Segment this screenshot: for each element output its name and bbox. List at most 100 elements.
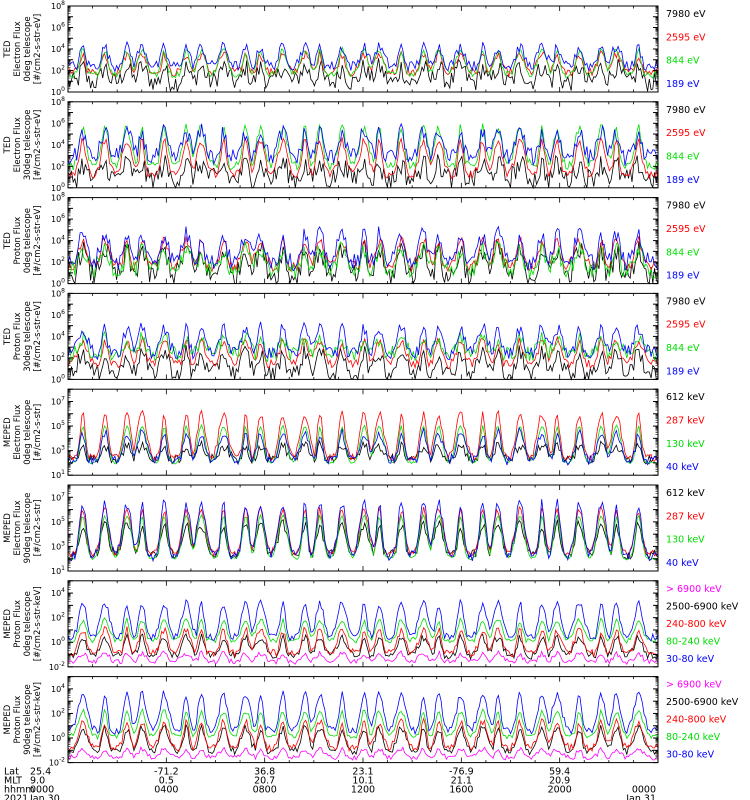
y-tick-label: 108	[51, 192, 65, 203]
y-axis-label-line: TED	[3, 136, 13, 155]
series-line-844-eV	[67, 240, 659, 280]
legend-entry: 287 keV	[666, 416, 705, 427]
x-tick-label-mlt: 0.5	[159, 776, 174, 787]
y-tick-label: 104	[51, 139, 65, 150]
y-axis-label-line: Proton Flux	[13, 600, 23, 648]
panel-2: 100 102 104 106 108 TED Electron Flux 30deg tel…	[3, 96, 706, 193]
panel-5: 101 103 105 107 MEPED Electron Flux 0deg teles…	[3, 388, 705, 480]
series-line--6900-keV	[67, 745, 659, 761]
y-tick-label: 100	[51, 373, 65, 384]
legend-entry: 2500-6900 keV	[666, 601, 739, 612]
series-line-189-eV	[67, 225, 659, 272]
y-axis-label-line: Electron Flux	[13, 405, 23, 460]
y-tick-label: 100	[51, 182, 65, 193]
series-line-80-240-keV	[67, 707, 659, 741]
x-tick-label-hhmm: 0000	[30, 785, 54, 796]
legend-entry: 240-800 keV	[666, 619, 727, 630]
x-tick-label-date: Jan 30	[29, 794, 60, 800]
x-axis-row-label: Lat	[4, 767, 19, 778]
y-axis-label-line: 90deg telescope	[23, 493, 33, 564]
x-tick-label-lat: -76.9	[449, 767, 474, 778]
y-axis-label-line: 0deg telescope	[23, 16, 33, 81]
series-line-844-eV	[67, 330, 659, 363]
legend-entry: 2595 eV	[666, 128, 706, 139]
y-axis-label-line: MEPED	[3, 417, 13, 447]
y-axis-label-line: MEPED	[3, 513, 13, 543]
y-axis-label-line: Proton Flux	[13, 696, 23, 744]
y-tick-label: 102	[51, 65, 65, 76]
x-tick-label-mlt: 10.1	[352, 776, 373, 787]
x-tick-label-date: Jan 31	[625, 794, 656, 800]
x-tick-label-lat: 59.4	[549, 767, 570, 778]
y-tick-label: 104	[51, 683, 65, 694]
y-axis-label-line: Electron Flux	[13, 21, 23, 76]
series-line-844-eV	[67, 123, 659, 172]
legend-entry: 189 eV	[666, 79, 700, 90]
y-axis-label-line: 0deg telescope	[23, 208, 33, 273]
y-tick-label: 102	[51, 612, 65, 623]
x-tick-label-mlt: 21.1	[451, 776, 472, 787]
y-axis-label-line: [#/cm2-s-str-keV]	[33, 586, 43, 661]
series-line-612-keV	[67, 439, 659, 465]
y-axis-label-line: [#/cm2-s-str-eV]	[33, 14, 43, 84]
y-axis-label-line: [#/cm2-s-str-eV]	[33, 301, 43, 371]
y-axis-label-line: [#/cm2-s-str-eV]	[33, 110, 43, 180]
y-axis-label-line: TED	[3, 40, 13, 59]
legend-entry: 130 keV	[666, 535, 705, 546]
panel-4: 100 102 104 106 108 TED Proton Flux 30deg teles…	[3, 287, 706, 384]
x-tick-label-hhmm: 2000	[548, 785, 572, 796]
legend-entry: 130 keV	[666, 439, 705, 450]
y-tick-label: 106	[51, 117, 65, 128]
y-tick-label: 103	[51, 540, 65, 551]
y-tick-label: 100	[51, 86, 65, 97]
y-axis-label-line: 0deg telescope	[23, 400, 33, 465]
legend-entry: 612 keV	[666, 488, 705, 499]
panel-6: 101 103 105 107 MEPED Electron Flux 90deg tele…	[3, 484, 705, 576]
panel-7: 10-2 100 102 104 MEPED Proton Flux 0deg telesc…	[3, 580, 739, 672]
legend-entry: 844 eV	[666, 151, 700, 162]
panel-frame	[67, 197, 659, 285]
x-tick-label-hhmm: 0000	[632, 785, 656, 796]
x-tick-label-lat: 25.4	[30, 767, 51, 778]
y-axis-label-line: [#/cm2-s-str]	[33, 500, 43, 557]
y-axis-label-line: TED	[3, 327, 13, 346]
legend-entry: 612 keV	[666, 392, 705, 403]
series-line-130-keV	[67, 513, 659, 561]
x-tick-label-hhmm: 0400	[154, 785, 178, 796]
y-tick-label: 108	[51, 0, 65, 11]
y-tick-label: 107	[51, 395, 65, 406]
series-line-2595-eV	[67, 335, 659, 370]
y-axis-label-line: 0deg telescope	[23, 591, 33, 656]
y-tick-label: 102	[51, 352, 65, 363]
y-tick-label: 102	[51, 707, 65, 718]
y-tick-label: 100	[51, 278, 65, 289]
y-axis-label-line: 90deg telescope	[23, 684, 33, 755]
panel-frame	[67, 101, 659, 189]
y-tick-label: 105	[51, 420, 65, 431]
y-tick-label: 104	[51, 43, 65, 54]
y-tick-label: 104	[51, 587, 65, 598]
y-tick-label: 103	[51, 445, 65, 456]
legend-entry: 7980 eV	[666, 201, 706, 212]
y-tick-label: 101	[51, 469, 65, 480]
series-line-287-keV	[67, 409, 659, 463]
y-tick-label: 107	[51, 491, 65, 502]
y-axis-label-line: [#/cm2-s-str-keV]	[33, 682, 43, 757]
y-axis-label-line: MEPED	[3, 608, 13, 638]
series-line-7980-eV	[67, 344, 659, 381]
series-line-844-eV	[67, 45, 659, 79]
y-axis-label-line: TED	[3, 232, 13, 251]
legend-entry: 2595 eV	[666, 320, 706, 331]
x-tick-label-mlt: 20.7	[254, 776, 275, 787]
x-axis-row-label: MLT	[4, 776, 22, 787]
y-tick-label: 106	[51, 213, 65, 224]
legend-entry: 189 eV	[666, 175, 700, 186]
series-line-30-80-keV	[67, 598, 659, 642]
panel-8: 10-2 100 102 104 MEPED Proton Flux 90deg teles…	[3, 676, 739, 768]
x-tick-label-lat: -71.2	[154, 767, 179, 778]
y-axis-label-line: Electron Flux	[13, 500, 23, 555]
x-tick-label-mlt: 9.0	[30, 776, 45, 787]
x-tick-label-hhmm: 1600	[449, 785, 473, 796]
legend-entry: 240-800 keV	[666, 715, 727, 726]
